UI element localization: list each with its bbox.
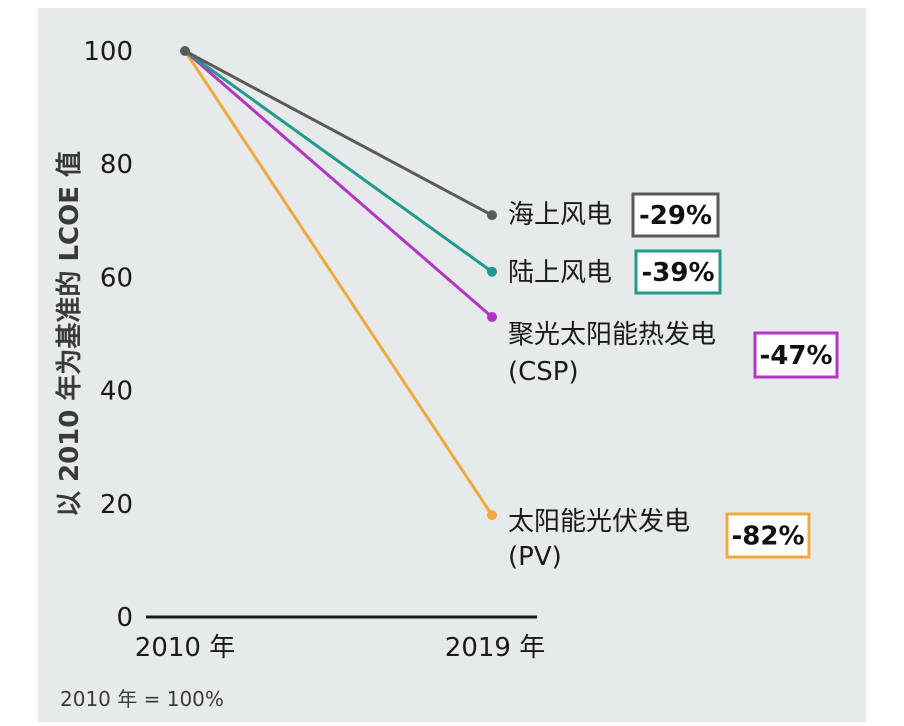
series-point-offshore-wind-2019 <box>487 210 497 221</box>
y-tick-label-40: 40 <box>100 377 133 407</box>
footnote: 2010 年 = 100% <box>60 687 224 711</box>
y-axis-ticks: 0 20 40 60 80 100 <box>83 37 133 633</box>
y-axis-label: 以 2010 年为基准的 LCOE 值 <box>54 151 85 517</box>
series-point-pv-2019 <box>487 510 497 521</box>
y-tick-label-80: 80 <box>100 150 133 180</box>
series-line-onshore-wind <box>184 49 493 273</box>
change-badge-csp: -47% <box>759 341 832 371</box>
change-badge-pv-box <box>725 512 811 559</box>
series-point-onshore-wind-2019 <box>487 266 497 277</box>
series-sublabel-csp: (CSP) <box>508 357 579 387</box>
x-tick-label-2010: 2010 年 <box>135 633 235 663</box>
y-tick-label-0: 0 <box>116 603 133 633</box>
series-label-offshore-wind: 海上风电 <box>508 200 612 230</box>
x-tick-label-2019: 2019 年 <box>445 633 545 663</box>
series-label-pv: 太阳能光伏发电 <box>508 507 690 537</box>
series-line-offshore-wind <box>184 49 493 217</box>
change-badges: -29% -39% -47% -82% <box>631 192 839 559</box>
change-badge-offshore-wind: -29% <box>639 201 712 231</box>
series-labels: 海上风电 陆上风电 聚光太阳能热发电 (CSP) 太阳能光伏发电 (PV) <box>508 200 716 572</box>
y-tick-label-100: 100 <box>83 37 133 67</box>
y-tick-label-60: 60 <box>100 263 133 293</box>
y-tick-label-20: 20 <box>100 490 133 520</box>
change-badge-pv: -82% <box>731 522 804 552</box>
series-line-pv <box>183 50 494 516</box>
series-label-onshore-wind: 陆上风电 <box>508 258 612 288</box>
series-line-csp <box>184 49 493 319</box>
change-badge-onshore-wind: -39% <box>641 258 714 288</box>
series-label-csp: 聚光太阳能热发电 <box>508 320 716 350</box>
chart-background <box>38 8 866 722</box>
series-sublabel-pv: (PV) <box>508 542 562 572</box>
series-lines <box>180 46 497 521</box>
series-start-point-2010 <box>180 46 190 56</box>
change-badge-offshore-wind-box <box>631 192 720 238</box>
change-badge-onshore-wind-box <box>634 249 722 295</box>
change-badge-csp-box <box>753 331 839 379</box>
series-point-csp-2019 <box>487 312 497 323</box>
